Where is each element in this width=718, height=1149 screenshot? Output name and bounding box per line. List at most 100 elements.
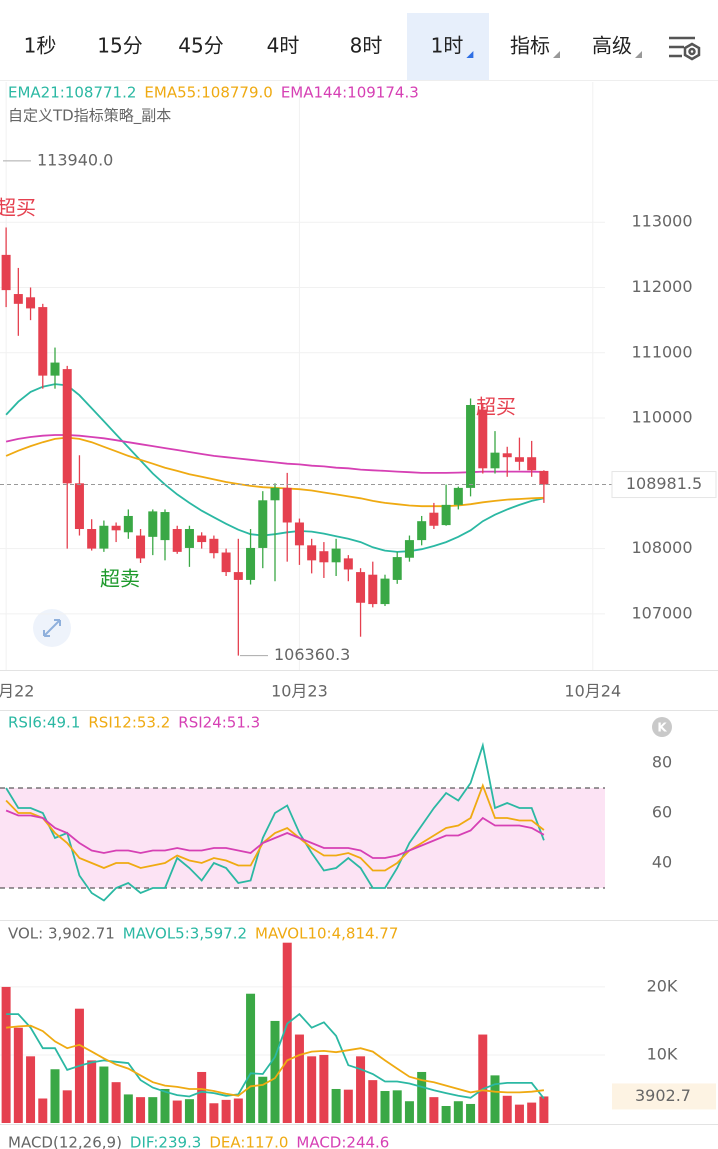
volume-bar [514, 1104, 524, 1123]
volume-bar [26, 1056, 36, 1123]
legend-item: MAVOL10:4,814.77 [255, 925, 398, 943]
x-tick-label: 10月22 [0, 682, 34, 701]
candle-body [502, 453, 512, 458]
volume-bar [527, 1102, 537, 1123]
signal-annotation: 超买 [476, 395, 516, 419]
volume-bar [172, 1100, 182, 1123]
volume-bar [221, 1099, 231, 1123]
volume-bar [87, 1060, 97, 1123]
candle-body [26, 297, 36, 309]
dropdown-caret [466, 51, 474, 58]
volume-bar [111, 1082, 121, 1123]
candle-body [246, 547, 256, 580]
candle-body [136, 535, 146, 559]
volume-bar [233, 1098, 243, 1123]
volume-bar [539, 1096, 549, 1123]
tab[interactable]: 1时 [431, 34, 464, 58]
candle-body [514, 457, 524, 462]
candle-body [172, 529, 182, 552]
badge-label: K [657, 721, 667, 735]
volume-bar [270, 1020, 280, 1123]
candle-body [417, 521, 427, 541]
candle-body [490, 452, 500, 469]
candle-body [1, 254, 11, 291]
volume-bar [50, 1069, 60, 1123]
volume-bar [282, 942, 292, 1123]
tab[interactable]: 1秒 [24, 34, 57, 58]
tab[interactable]: 指标 [510, 34, 550, 58]
volume-bar [319, 1054, 329, 1123]
legend-item: RSI6:49.1 [8, 714, 80, 732]
volume-bar [417, 1071, 427, 1123]
y-tick-label: 107000 [631, 603, 692, 622]
volume-bar [466, 1103, 476, 1123]
candle-body [343, 558, 353, 570]
high-marker-label: 113940.0 [37, 150, 113, 169]
signal-annotation: 超卖 [100, 567, 140, 591]
volume-bar [502, 1095, 512, 1123]
current-volume-label: 3902.7 [635, 1086, 691, 1105]
candle-body [160, 512, 170, 541]
candle-body [209, 538, 219, 554]
volume-bar [184, 1099, 194, 1123]
expand-button[interactable] [33, 609, 71, 647]
candle-body [184, 529, 194, 548]
series-line [5, 809, 545, 859]
volume-bar [246, 993, 256, 1123]
volume-bar [99, 1066, 109, 1123]
candle-body [13, 294, 23, 304]
volume-bar [160, 1088, 170, 1123]
candle-body [74, 483, 84, 530]
candle-body [50, 362, 60, 376]
candle-body [404, 540, 414, 558]
candle-body [307, 545, 317, 561]
candle-body [539, 470, 549, 485]
candle-body [148, 511, 158, 537]
icon-gear [683, 42, 701, 61]
volume-bar [294, 1034, 304, 1123]
dropdown-caret [635, 51, 642, 58]
volume-bar [258, 1076, 268, 1123]
legend-item: VOL: 3,902.71 [8, 925, 115, 943]
volume-bar [368, 1080, 378, 1123]
indicator-subtitle: 自定义TD指标策略_副本 [8, 107, 171, 126]
current-volume-box [612, 1083, 716, 1110]
x-tick-label: 10月24 [564, 682, 621, 701]
tab[interactable]: 4时 [267, 34, 300, 58]
candle-body [270, 487, 280, 501]
candle-body [111, 525, 121, 531]
y-tick-label: 108000 [631, 538, 692, 557]
volume-bar [429, 1097, 439, 1123]
candle-body [356, 572, 366, 603]
icon-gear-hole [688, 47, 696, 56]
volume-bar [136, 1097, 146, 1123]
candle-body [294, 522, 304, 546]
tab[interactable]: 45分 [178, 34, 223, 58]
candle-body [38, 307, 48, 376]
candle-body [466, 405, 476, 488]
tab[interactable]: 高级 [592, 34, 632, 58]
series-line [5, 782, 545, 872]
volume-bar [148, 1097, 158, 1123]
tab[interactable]: 15分 [97, 34, 142, 58]
legend-item: DEA:117.0 [209, 1134, 288, 1149]
legend-item: MACD(12,26,9) [8, 1134, 122, 1149]
volume-bar [380, 1091, 390, 1123]
volume-bar [123, 1094, 133, 1123]
candle-body [331, 548, 341, 563]
settings-icon[interactable] [669, 36, 701, 61]
candle-body [99, 525, 109, 549]
volume-bar [331, 1088, 341, 1123]
legend-item: EMA55:108779.0 [144, 84, 272, 102]
badge [652, 717, 672, 737]
candle-body [380, 578, 390, 605]
candle-body [319, 551, 329, 563]
legend-item: RSI12:53.2 [88, 714, 170, 732]
legend-item: EMA21:108771.2 [8, 84, 136, 102]
y-tick-label: 20K [647, 976, 678, 995]
candle-body [282, 487, 292, 523]
y-tick-label: 112000 [631, 277, 692, 296]
current-price-box [611, 471, 717, 499]
tab[interactable]: 8时 [350, 34, 383, 58]
